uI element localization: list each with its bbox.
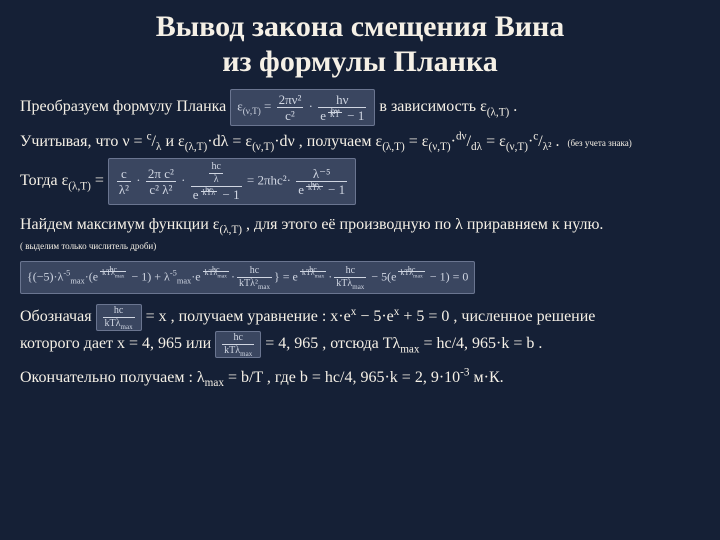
p1-after1: в зависимость ε (379, 98, 486, 115)
eq-derivative-img: {(−5)·λ-5max·(ehckTλmax − 1) + λ-5max·eh… (20, 261, 475, 294)
paragraph-6: Окончательно получаем : λmax = b/T , где… (20, 368, 700, 388)
paragraph-3: Тогда ε(λ,T) = cλ² · 2π c²c² λ² · hcλ eh… (20, 158, 700, 205)
eq-planck-lambda: cλ² · 2π c²c² λ² · hcλ ehckTλ − 1 = 2πhc… (108, 158, 356, 205)
paragraph-4: Найдем максимум функции ε(λ,T) , для это… (20, 215, 700, 255)
title-line1: Вывод закона смещения Вина (156, 10, 565, 43)
paragraph-2: Учитывая, что ν = c/λ и ε(λ,T)·dλ = ε(ν,… (20, 132, 700, 152)
p4-note: ( выделим только числитель дроби) (20, 241, 156, 251)
p2-note: (без учета знака) (568, 138, 632, 148)
eq-sub-x2: hckTλmax (215, 331, 261, 358)
p1-before: Преобразуем формулу Планка (20, 98, 230, 115)
title-line2: из формулы Планка (222, 45, 498, 78)
eq-planck-nu: ε(ν,T) = 2πν²c² · hν ehνkT − 1 (230, 89, 375, 126)
slide-title: Вывод закона смещения Вина из формулы Пл… (20, 10, 700, 79)
eq-derivative: {(−5)·λ-5max·(ehckTλmax − 1) + λ-5max·eh… (20, 261, 700, 294)
eq-sub-x: hckTλmax (96, 304, 142, 331)
paragraph-5: Обозначая hckTλmax = x , получаем уравне… (20, 304, 700, 358)
paragraph-1: Преобразуем формулу Планка ε(ν,T) = 2πν²… (20, 89, 700, 126)
